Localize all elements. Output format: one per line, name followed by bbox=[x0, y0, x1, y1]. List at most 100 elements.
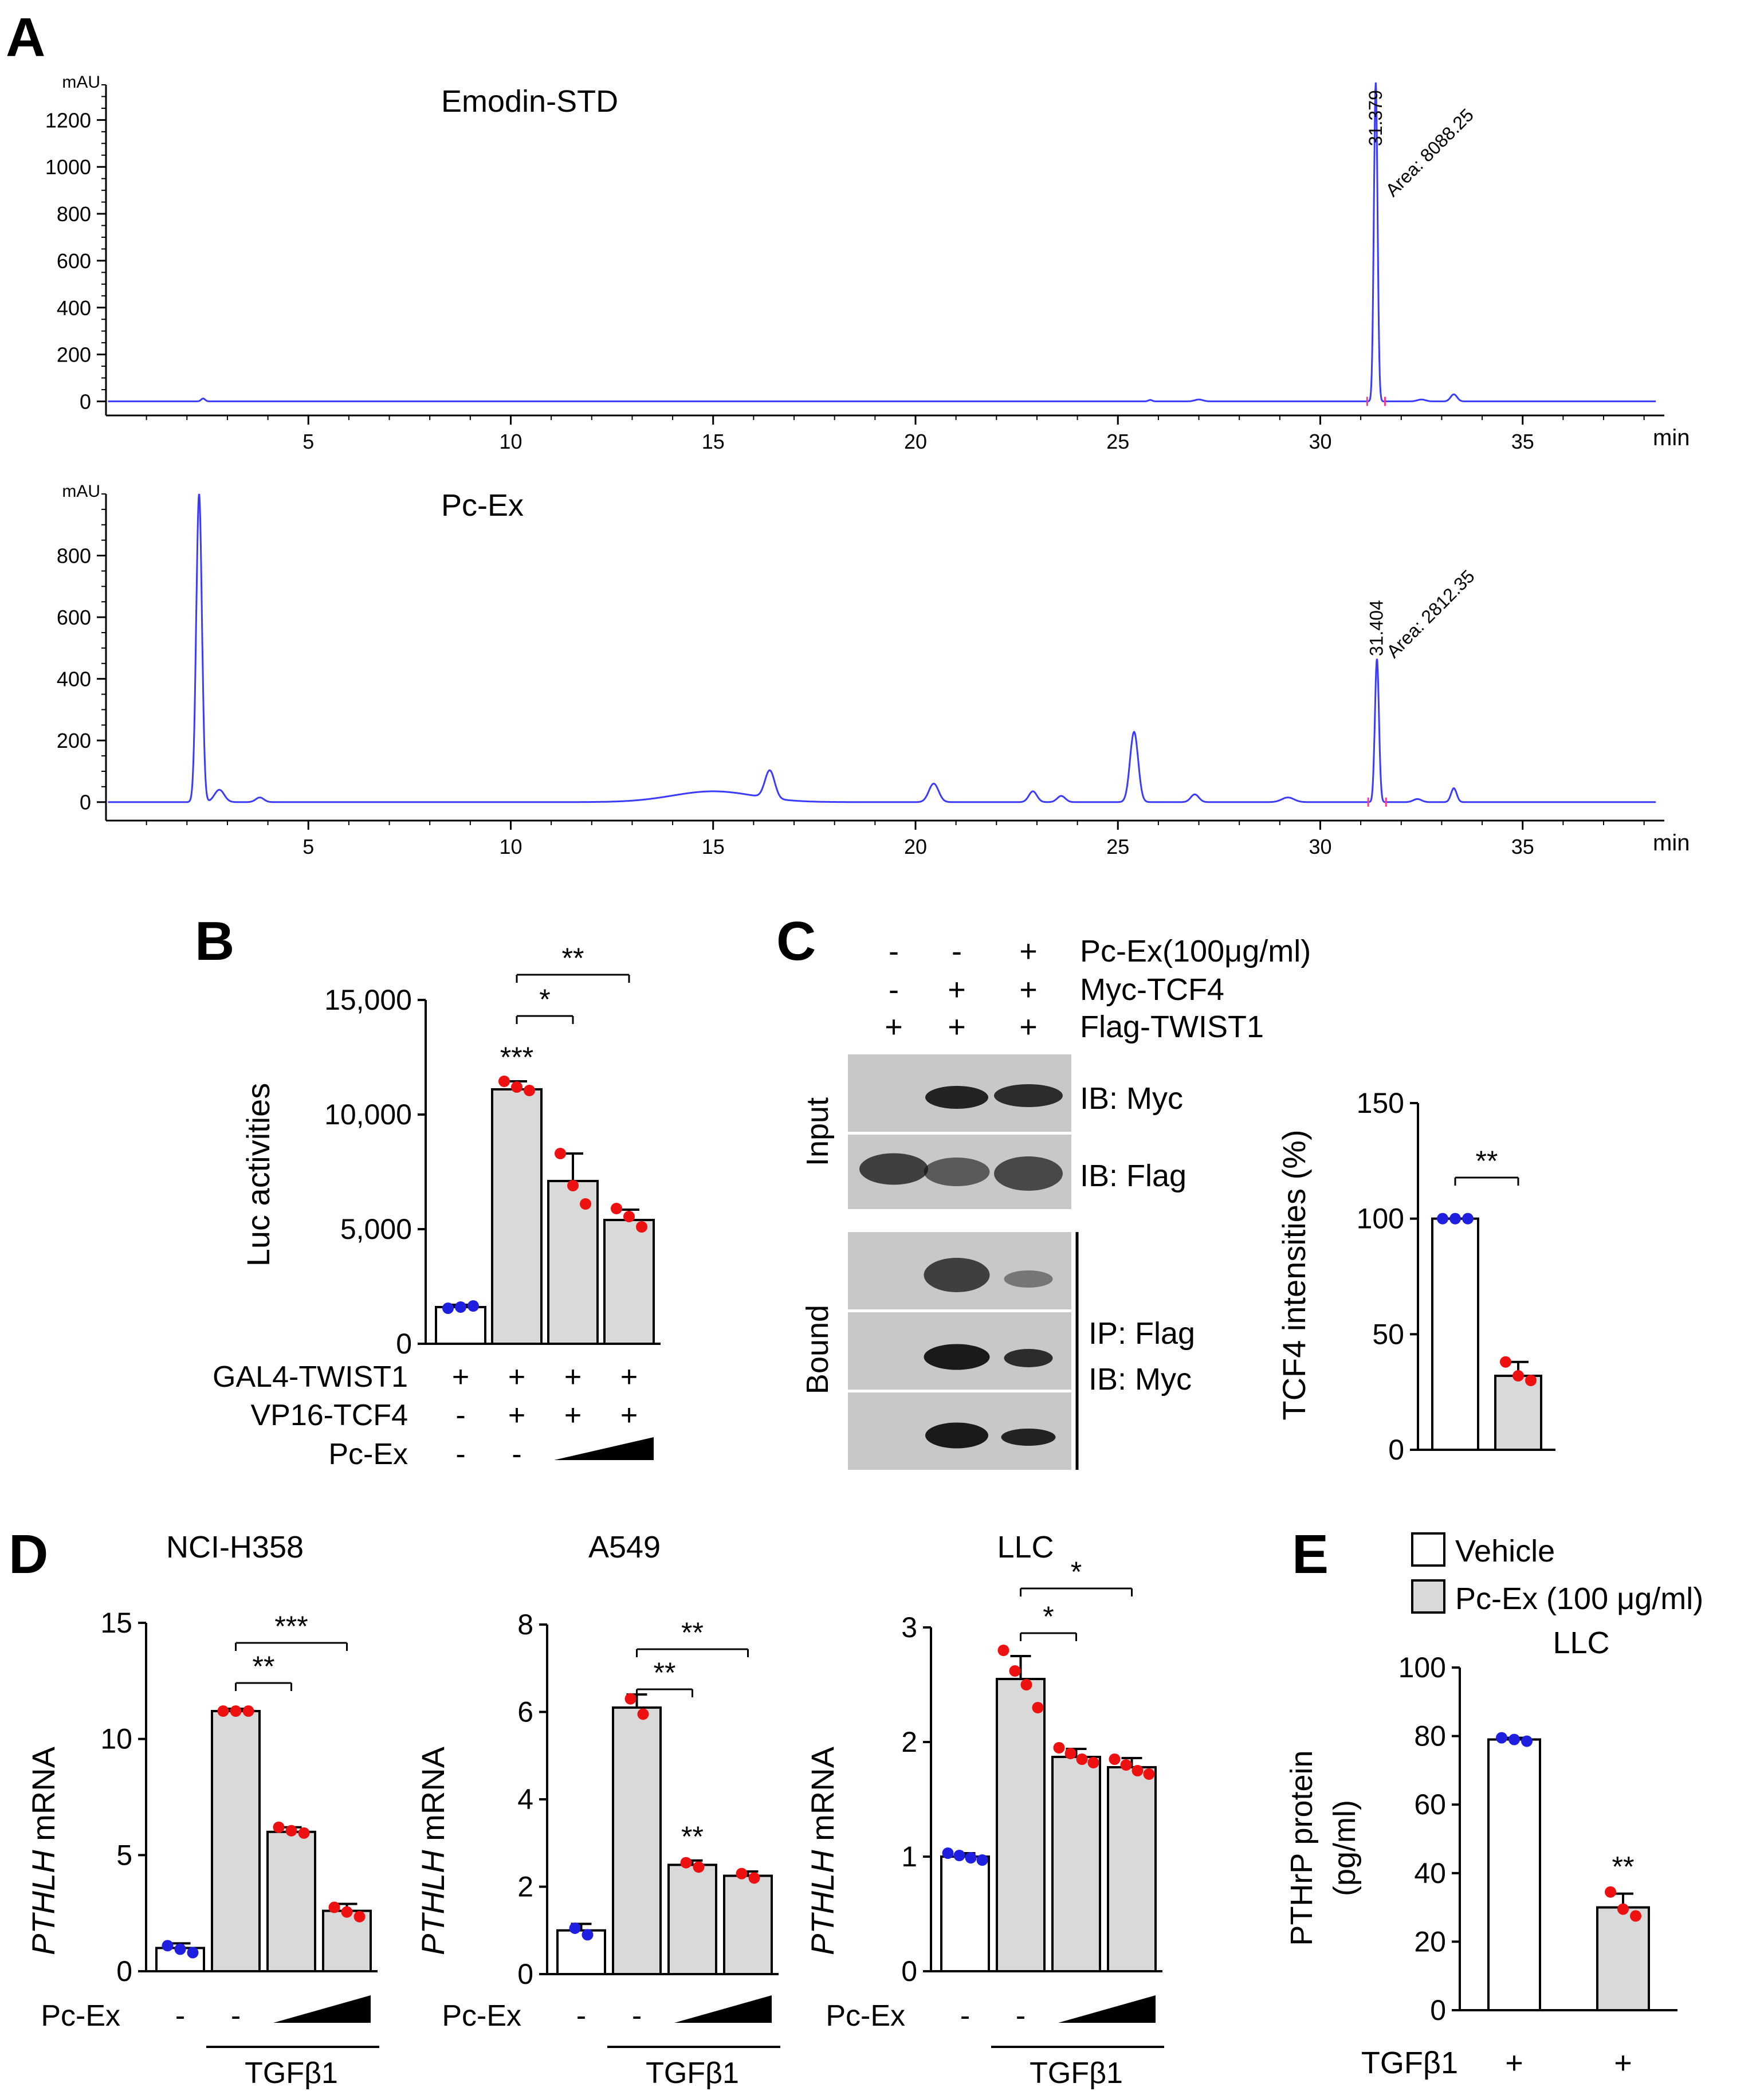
panel-letter-d: D bbox=[9, 1524, 48, 1585]
bar bbox=[612, 1706, 662, 1975]
y-axis-label-unit: mRNA bbox=[415, 1746, 451, 1850]
blot-band bbox=[925, 1422, 988, 1449]
data-point bbox=[1009, 1665, 1021, 1677]
condition-sign: + bbox=[1505, 2046, 1523, 2080]
data-point bbox=[693, 1861, 705, 1873]
y-tick-label: 600 bbox=[57, 249, 91, 273]
y-tick-label: 800 bbox=[57, 202, 91, 226]
y-tick-label: 1200 bbox=[45, 108, 91, 132]
data-point bbox=[953, 1850, 965, 1861]
y-tick-label: 800 bbox=[57, 544, 91, 568]
y-axis-label: TCF4 intensities (%) bbox=[1276, 1129, 1312, 1420]
significance-stars: ** bbox=[562, 942, 584, 974]
chart-title: LLC bbox=[1553, 1626, 1609, 1660]
bar bbox=[211, 1710, 261, 1972]
treatment-label: TGFβ1 bbox=[1030, 2057, 1123, 2090]
condition-sign: + bbox=[1019, 972, 1038, 1007]
condition-label: Pc-Ex bbox=[826, 1999, 905, 2033]
data-point bbox=[174, 1943, 186, 1955]
blot-band bbox=[1004, 1349, 1053, 1367]
bar bbox=[940, 1855, 990, 1972]
y-tick-label: 1000 bbox=[45, 155, 91, 179]
data-point bbox=[1064, 1748, 1077, 1759]
y-tick-label: 400 bbox=[57, 296, 91, 320]
y-axis-unit: mAU bbox=[62, 73, 100, 92]
bar bbox=[1107, 1766, 1157, 1972]
blot-band bbox=[924, 1158, 990, 1186]
data-point bbox=[1462, 1213, 1474, 1225]
x-axis-unit: min bbox=[1653, 425, 1690, 450]
x-tick-label: 5 bbox=[302, 835, 314, 858]
condition-label: Flag-TWIST1 bbox=[1080, 1010, 1264, 1044]
y-tick-label: 200 bbox=[57, 729, 91, 752]
bar-chart-tcf4-intensities: 0 50 100 150 ** TCF4 intensities (%) bbox=[1276, 1087, 1555, 1466]
data-point bbox=[748, 1872, 760, 1884]
condition-sign: - bbox=[889, 972, 899, 1007]
data-point bbox=[242, 1705, 254, 1717]
y-tick-label: 0 bbox=[901, 1955, 917, 1987]
y-tick-label: 40 bbox=[1414, 1857, 1446, 1889]
data-point bbox=[580, 1198, 591, 1210]
data-point bbox=[1630, 1910, 1641, 1922]
legend-swatch-pcex bbox=[1411, 1579, 1445, 1614]
condition-sign: + bbox=[564, 1360, 582, 1394]
chart-title: A549 bbox=[588, 1530, 661, 1564]
x-tick-label: 15 bbox=[702, 430, 725, 453]
y-tick-label: 5,000 bbox=[340, 1213, 412, 1245]
significance-stars: * bbox=[1071, 1556, 1082, 1588]
condition-sign: + bbox=[948, 972, 966, 1007]
data-point bbox=[680, 1857, 692, 1869]
y-tick-label: 100 bbox=[1357, 1203, 1404, 1235]
data-point bbox=[1617, 1903, 1629, 1915]
significance-stars: ** bbox=[1476, 1145, 1498, 1177]
condition-label: GAL4-TWIST1 bbox=[213, 1360, 408, 1394]
blot-band bbox=[924, 1344, 990, 1370]
y-tick-label: 0 bbox=[396, 1328, 412, 1360]
bar bbox=[1431, 1217, 1479, 1451]
data-point bbox=[976, 1854, 988, 1866]
y-axis-label-line2: (pg/ml) bbox=[1327, 1800, 1362, 1896]
blot-label: IB: Myc bbox=[1080, 1081, 1183, 1116]
significance-stars: ** bbox=[681, 1617, 704, 1649]
condition-sign: - bbox=[455, 1399, 465, 1432]
data-point bbox=[736, 1868, 748, 1880]
y-axis-label-gene: PTHLH bbox=[415, 1850, 451, 1955]
y-tick-label: 100 bbox=[1398, 1651, 1446, 1684]
blot-band bbox=[994, 1084, 1063, 1107]
y-tick-label: 15 bbox=[100, 1607, 132, 1639]
panel-letter-c: C bbox=[776, 911, 816, 972]
y-tick-label: 80 bbox=[1414, 1720, 1446, 1752]
condition-sign: + bbox=[1614, 2046, 1632, 2080]
condition-label: TGFβ1 bbox=[1361, 2046, 1458, 2080]
data-point bbox=[624, 1693, 637, 1705]
data-point bbox=[285, 1825, 297, 1837]
significance-stars: * bbox=[539, 983, 550, 1015]
data-point bbox=[1032, 1702, 1044, 1713]
significance-stars: ** bbox=[654, 1657, 676, 1689]
data-point bbox=[353, 1910, 366, 1923]
chromatogram-trace bbox=[108, 493, 1656, 803]
condition-sign: + bbox=[1019, 934, 1038, 968]
x-tick-label: 25 bbox=[1106, 835, 1129, 858]
y-axis-label: PTHLH mRNA bbox=[804, 1746, 840, 1955]
y-tick-label: 4 bbox=[517, 1783, 533, 1815]
y-tick-label: 0 bbox=[1430, 1994, 1446, 2026]
data-point bbox=[1120, 1759, 1132, 1771]
data-point bbox=[498, 1076, 510, 1087]
y-tick-label: 10 bbox=[100, 1723, 132, 1755]
bar bbox=[491, 1088, 543, 1345]
chart-title: Pc-Ex bbox=[441, 488, 524, 523]
data-point bbox=[1132, 1765, 1144, 1776]
condition-sign: + bbox=[885, 1010, 903, 1044]
data-point bbox=[1605, 1886, 1616, 1898]
condition-sign: - bbox=[632, 1999, 642, 2033]
western-blot-panel: - - + Pc-Ex(100μg/ml)- + + Myc-TCF4+ + + Flag-TWI… bbox=[800, 934, 1311, 1470]
section-label-input: Input bbox=[800, 1097, 835, 1166]
dose-ramp-triangle bbox=[273, 1995, 371, 2023]
condition-sign: + bbox=[564, 1399, 582, 1432]
treatment-label: TGFβ1 bbox=[646, 2057, 739, 2090]
